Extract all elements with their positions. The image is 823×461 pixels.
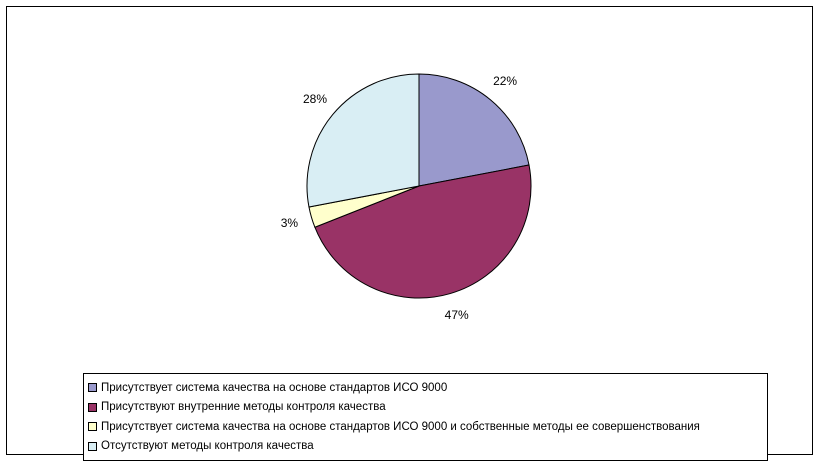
slice-percent-label: 47% <box>445 308 469 322</box>
legend-label: Отсутствуют методы контроля качества <box>101 440 314 453</box>
legend-item: Присутствует система качества на основе … <box>88 378 767 398</box>
legend-swatch <box>88 422 97 432</box>
slice-percent-label: 28% <box>303 92 327 106</box>
legend-swatch <box>88 383 97 393</box>
legend-label: Присутствуют внутренние методы контроля … <box>101 401 386 414</box>
legend: Присутствует система качества на основе … <box>83 373 768 461</box>
legend-label: Присутствует система качества на основе … <box>101 381 448 394</box>
pie-slice <box>418 73 530 187</box>
legend-item: Присутствуют внутренние методы контроля … <box>88 398 767 418</box>
chart-area: 22% 47% 3% 28% Присутствует система качеств… <box>6 6 813 461</box>
legend-swatch <box>88 441 97 451</box>
legend-item: Присутствует система качества на основе … <box>88 417 767 437</box>
pie-slice <box>306 73 420 208</box>
legend-item: Отсутствуют методы контроля качества <box>88 437 767 457</box>
slice-percent-label: 3% <box>281 216 299 230</box>
pie-slice <box>314 164 532 299</box>
pie-chart: 22% 47% 3% 28% <box>281 73 532 322</box>
legend-label: Присутствует система качества на основе … <box>101 420 700 433</box>
slice-percent-label: 22% <box>493 74 517 88</box>
legend-swatch <box>88 402 97 412</box>
